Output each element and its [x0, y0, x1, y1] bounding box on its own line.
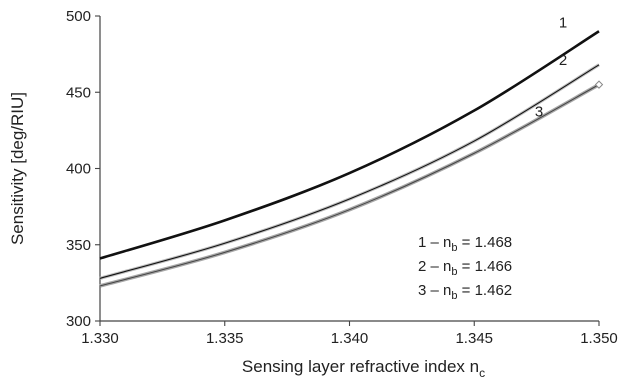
x-tick-label: 1.335 — [206, 330, 244, 347]
y-axis-title: Sensitivity [deg/RIU] — [8, 92, 27, 245]
x-axis-title-text: Sensing layer refractive index n — [242, 357, 479, 376]
x-tick-label: 1.330 — [81, 330, 119, 347]
legend-entry-value: = 1.466 — [458, 258, 513, 275]
legend-entry-3: 3 – nb = 1.462 — [418, 282, 512, 302]
legend-entry-1: 1 – nb = 1.468 — [418, 234, 512, 254]
legend-entry-prefix: 1 – n — [418, 234, 451, 251]
curve-label-2: 2 — [559, 52, 567, 69]
series-marker-3 — [594, 80, 604, 89]
legend-entry-prefix: 3 – n — [418, 282, 451, 299]
legend-entry-value: = 1.462 — [458, 282, 513, 299]
series-line-2 — [99, 64, 600, 279]
y-tick-label: 300 — [66, 313, 91, 330]
legend-entry-2: 2 – nb = 1.466 — [418, 258, 512, 278]
legend-entry-value: = 1.468 — [458, 234, 513, 251]
chart-axes: 1.330 1.335 1.340 1.345 1.350 300 350 400 450 500… — [8, 8, 618, 380]
legend-entry-subscript: b — [451, 242, 457, 254]
curve-label-1: 1 — [559, 14, 567, 31]
x-tick-label: 1.340 — [331, 330, 369, 347]
legend-entry-subscript: b — [451, 290, 457, 302]
x-tick-label: 1.345 — [455, 330, 493, 347]
curve-label-3: 3 — [535, 104, 543, 121]
series-halo-2 — [99, 63, 600, 280]
chart-series — [99, 30, 604, 288]
legend-entry-prefix: 2 – n — [418, 258, 451, 275]
y-tick-label: 400 — [66, 161, 91, 178]
y-tick-label: 500 — [66, 8, 91, 25]
legend-entry-subscript: b — [451, 266, 457, 278]
x-tick-label: 1.350 — [580, 330, 618, 347]
y-tick-label: 450 — [66, 84, 91, 101]
series-line-1 — [99, 30, 600, 260]
y-tick-label: 350 — [66, 237, 91, 254]
series-halo-3 — [99, 83, 600, 288]
x-axis-title: Sensing layer refractive index nc — [242, 357, 485, 380]
x-axis-title-subscript: c — [479, 366, 485, 380]
series-line-3 — [99, 84, 600, 287]
